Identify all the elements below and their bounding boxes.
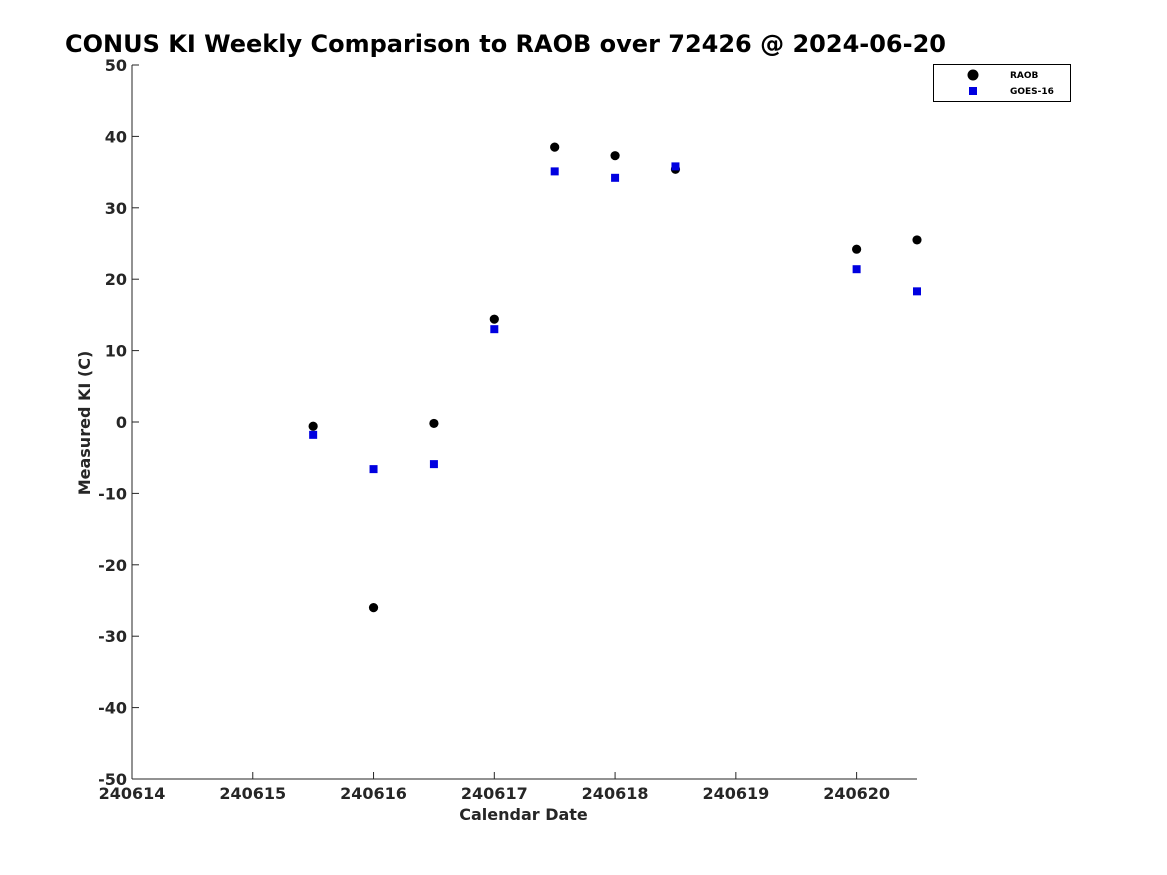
legend-marker-raob: [967, 69, 979, 81]
x-tick-label: 240615: [219, 784, 286, 803]
y-tick-label: 20: [105, 270, 127, 289]
y-tick-label: -30: [98, 627, 127, 646]
raob-point: [489, 314, 499, 324]
raob-point: [368, 603, 379, 613]
goes-16-point: [611, 173, 620, 182]
raob-point: [308, 421, 318, 431]
goes-16-point: [429, 460, 438, 469]
x-tick-label: 240620: [823, 784, 890, 803]
raob-point: [429, 418, 439, 429]
y-tick-label: -10: [98, 484, 127, 503]
series-raob: [308, 142, 922, 613]
y-tick-label: -20: [98, 556, 127, 575]
x-axis-label: Calendar Date: [459, 805, 588, 824]
y-tick-label: -40: [98, 699, 127, 718]
goes-16-point: [490, 325, 499, 334]
goes-16-point: [913, 287, 921, 296]
goes-16-point: [369, 465, 378, 474]
goes-16-point: [309, 430, 318, 439]
x-ticks: 240614 240615 240616 240617 240618 240619 2406…: [99, 772, 890, 803]
y-axis-label: Measured KI (C): [75, 351, 94, 496]
legend-entries: RAOB GOES-16: [967, 69, 1054, 97]
legend-label: GOES-16: [1010, 87, 1054, 97]
legend-marker-goes-16: [969, 87, 977, 95]
chart-title: CONUS KI Weekly Comparison to RAOB over …: [65, 30, 946, 58]
x-tick-label: 240618: [582, 784, 649, 803]
legend-box: [933, 64, 1071, 102]
raob-point: [912, 235, 922, 245]
y-tick-label: 50: [105, 56, 127, 75]
goes-16-point: [550, 167, 559, 176]
x-tick-label: 240616: [340, 784, 407, 803]
y-tick-label: 0: [116, 413, 127, 432]
x-tick-label: 240617: [461, 784, 528, 803]
x-tick-label: 240619: [702, 784, 769, 803]
y-tick-label: 40: [105, 127, 127, 146]
legend-label: RAOB: [1010, 71, 1039, 81]
y-tick-label: 30: [105, 199, 127, 218]
series-goes-16: [309, 162, 921, 474]
y-tick-label: 10: [105, 342, 127, 361]
x-tick-label: 240614: [99, 784, 166, 803]
series-layer: [308, 142, 922, 613]
goes-16-point: [852, 265, 861, 274]
y-ticks: -50 -40 -30 -20 -10 0 10 20 30 40 50: [98, 56, 139, 789]
raob-point: [610, 151, 620, 161]
raob-point: [852, 244, 862, 254]
legend: RAOB GOES-16: [933, 64, 1071, 102]
y-tick-label: -50: [98, 770, 127, 789]
goes-16-point: [671, 162, 680, 171]
raob-point: [550, 142, 560, 152]
